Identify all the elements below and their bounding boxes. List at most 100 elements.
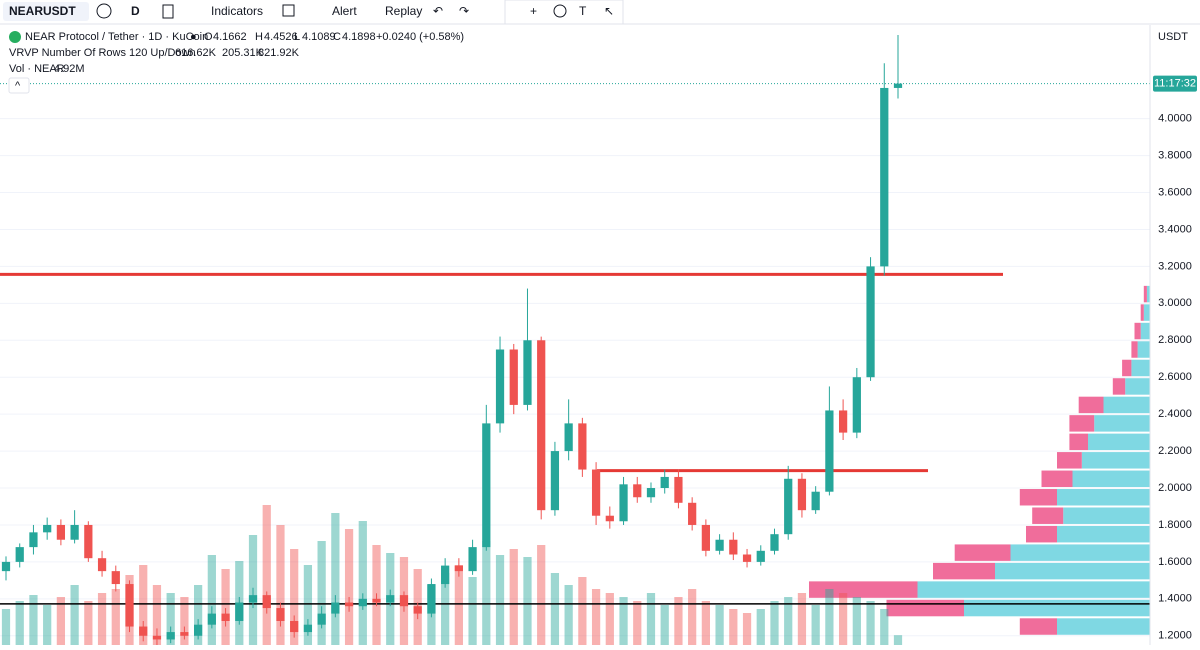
collapse-icon[interactable]: ^ bbox=[15, 80, 21, 92]
candle-body bbox=[729, 539, 738, 555]
candle-body bbox=[619, 484, 628, 522]
drawing-tools bbox=[504, 0, 624, 25]
candle-body bbox=[784, 478, 793, 535]
profile-up bbox=[1125, 378, 1150, 395]
volume-bar bbox=[331, 513, 340, 645]
y-tick-label: 1.8000 bbox=[1158, 519, 1192, 531]
volume-bar bbox=[166, 593, 175, 645]
y-tick-label: 2.6000 bbox=[1158, 371, 1192, 383]
volume-bar bbox=[537, 545, 546, 645]
volume-bar bbox=[221, 569, 230, 645]
profile-up bbox=[1094, 415, 1150, 432]
candle-body bbox=[509, 349, 518, 405]
candle-body bbox=[207, 613, 216, 625]
profile-down bbox=[954, 544, 1011, 561]
candle-body bbox=[29, 532, 38, 548]
volume-bar bbox=[194, 585, 203, 645]
candle-body bbox=[893, 83, 903, 88]
legend-o-value: 4.1662 bbox=[213, 31, 247, 43]
indicators[interactable]: Indicators bbox=[211, 4, 263, 18]
candle-body bbox=[290, 620, 299, 633]
alert[interactable]: Alert bbox=[332, 4, 357, 18]
candle-body bbox=[111, 571, 120, 585]
y-tick-label: 3.6000 bbox=[1158, 186, 1192, 198]
candle-body bbox=[523, 340, 532, 405]
layout-icon[interactable] bbox=[282, 4, 295, 17]
volume-bar bbox=[262, 505, 271, 645]
volume-bar bbox=[633, 601, 642, 645]
interval[interactable]: D bbox=[131, 4, 140, 18]
profile-up bbox=[1131, 359, 1150, 377]
vol-value: 4.92M bbox=[54, 63, 85, 75]
candle-body bbox=[742, 554, 752, 562]
y-tick-label: 3.4000 bbox=[1158, 223, 1192, 235]
candle-body bbox=[15, 547, 24, 562]
symbol[interactable]: NEARUSDT bbox=[9, 4, 76, 18]
candle-icon[interactable] bbox=[162, 4, 174, 19]
candle-body bbox=[317, 613, 326, 625]
profile-down bbox=[933, 562, 995, 580]
profile-up bbox=[1103, 396, 1150, 414]
collapse-button[interactable] bbox=[8, 77, 30, 94]
volume-bar bbox=[852, 597, 861, 645]
candle-body bbox=[125, 584, 134, 627]
profile-down bbox=[1026, 525, 1057, 543]
candle-body bbox=[358, 598, 367, 607]
volume-bar bbox=[578, 577, 587, 645]
volume-bar bbox=[825, 589, 834, 645]
legend-o: O bbox=[204, 31, 213, 43]
profile-up bbox=[1146, 285, 1150, 303]
undo[interactable]: ↶ bbox=[433, 4, 443, 18]
candle-body bbox=[235, 602, 244, 621]
add-icon[interactable] bbox=[96, 3, 112, 19]
currency: USDT bbox=[1158, 31, 1188, 43]
profile-down bbox=[1134, 322, 1141, 340]
candle-body bbox=[674, 476, 683, 503]
volume-bar bbox=[893, 635, 903, 645]
last-price-label bbox=[1153, 75, 1197, 92]
volume-bar bbox=[180, 597, 189, 645]
symbol-box[interactable] bbox=[3, 2, 89, 21]
volume-bar bbox=[358, 521, 367, 645]
vrvp-up: 616.62K bbox=[175, 47, 217, 59]
cursor-tool[interactable]: ↖ bbox=[604, 4, 614, 18]
profile-down bbox=[886, 599, 964, 617]
candle-body bbox=[468, 547, 477, 572]
profile-up bbox=[1088, 433, 1150, 451]
profile-up bbox=[1137, 341, 1150, 358]
candle-body bbox=[852, 377, 861, 433]
volume-bar bbox=[756, 609, 765, 645]
volume-bar bbox=[605, 593, 614, 645]
volume-bar bbox=[454, 565, 463, 645]
profile-down bbox=[1057, 452, 1082, 469]
profile-up bbox=[1143, 304, 1150, 321]
profile-up bbox=[917, 581, 1150, 598]
candle-body bbox=[331, 602, 340, 614]
profile-up bbox=[1063, 507, 1150, 524]
volume-bar bbox=[468, 577, 477, 645]
y-tick-label: 2.2000 bbox=[1158, 445, 1192, 457]
volume-bar bbox=[866, 601, 875, 645]
crosshair[interactable]: + bbox=[530, 4, 537, 18]
y-tick-label: 3.8000 bbox=[1158, 149, 1192, 161]
volume-bar bbox=[770, 601, 779, 645]
volume-bar bbox=[303, 565, 313, 645]
replay[interactable]: Replay bbox=[385, 4, 422, 18]
profile-up bbox=[1057, 525, 1150, 543]
vrvp-label: VRVP Number Of Rows 120 Up/Down bbox=[9, 47, 196, 59]
redo[interactable]: ↷ bbox=[459, 4, 469, 18]
candle-body bbox=[139, 626, 148, 636]
volume-bar bbox=[811, 605, 820, 645]
candle-body bbox=[756, 550, 765, 562]
volume-bar bbox=[495, 555, 505, 645]
text-tool[interactable]: T bbox=[579, 4, 587, 18]
volume-bar bbox=[880, 609, 889, 645]
volume-bar bbox=[29, 595, 38, 645]
candle-body bbox=[688, 502, 697, 525]
play-icon[interactable] bbox=[553, 4, 567, 18]
volume-bar bbox=[70, 585, 79, 645]
profile-up bbox=[1057, 489, 1150, 506]
candle-body bbox=[303, 624, 313, 633]
